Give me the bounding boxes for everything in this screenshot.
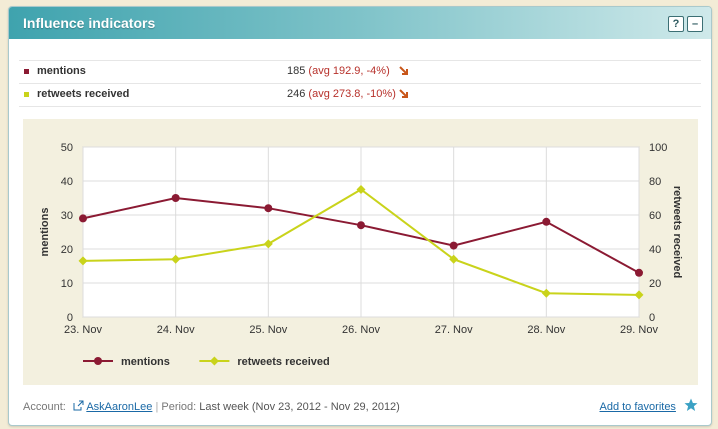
x-tick-label: 27. Nov xyxy=(435,324,473,336)
y-right-tick-label: 60 xyxy=(649,210,661,222)
x-tick-label: 23. Nov xyxy=(64,324,102,336)
data-point[interactable] xyxy=(635,268,643,277)
x-tick-label: 28. Nov xyxy=(527,324,565,336)
y-right-tick-label: 80 xyxy=(649,176,661,188)
add-to-favorites-link[interactable]: Add to favorites xyxy=(599,401,676,413)
metric-row-mentions: mentions 185 (avg 192.9, -4%) xyxy=(19,60,701,84)
metrics-list: mentions 185 (avg 192.9, -4%) retweets r… xyxy=(19,60,701,107)
x-tick-label: 24. Nov xyxy=(157,324,195,336)
data-point[interactable] xyxy=(634,290,644,300)
legend-label: mentions xyxy=(121,356,170,368)
data-point[interactable] xyxy=(449,254,459,264)
favorites-control: Add to favorites xyxy=(600,398,699,413)
legend-item-retweets[interactable]: retweets received xyxy=(199,356,330,368)
influence-widget: Influence indicators ? – mentions 185 (a… xyxy=(8,6,712,426)
data-point[interactable] xyxy=(171,254,181,264)
metric-name: mentions xyxy=(37,65,86,77)
legend-label: retweets received xyxy=(237,356,329,368)
y-right-tick-label: 100 xyxy=(649,142,667,154)
y-left-tick-label: 40 xyxy=(61,176,73,188)
legend-square-icon xyxy=(24,69,29,74)
data-point[interactable] xyxy=(79,214,87,223)
chart-area: 0 10 20 30 40 50 0 20 40 60 80 100 23. Nov 24. Nov 2… xyxy=(23,119,698,385)
legend-marker xyxy=(209,356,219,366)
y-left-tick-label: 50 xyxy=(61,142,73,154)
minimize-icon[interactable]: – xyxy=(687,16,703,32)
account-link[interactable]: AskAaronLee xyxy=(86,401,153,413)
external-link-icon xyxy=(73,400,84,411)
y-right-tick-label: 20 xyxy=(649,278,661,290)
metric-row-retweets: retweets received 246 (avg 273.8, -10%) xyxy=(19,84,701,107)
legend-marker xyxy=(94,357,102,365)
y-axis-left-label: mentions xyxy=(39,208,51,257)
account-label: Account: xyxy=(23,401,66,413)
metric-name: retweets received xyxy=(37,88,130,100)
y-left-tick-label: 20 xyxy=(61,244,73,256)
data-point[interactable] xyxy=(356,185,366,194)
y-axis-right-label: retweets received xyxy=(671,186,683,278)
y-left-tick-label: 10 xyxy=(61,278,73,290)
legend-square-icon xyxy=(24,92,29,97)
data-point[interactable] xyxy=(78,256,88,266)
widget-footer: Account: AskAaronLee | Period: Last week… xyxy=(23,398,699,413)
widget-header: Influence indicators ? – xyxy=(9,7,711,39)
data-point[interactable] xyxy=(449,241,458,250)
period-label: Period: xyxy=(161,401,197,413)
y-right-tick-label: 40 xyxy=(649,244,661,256)
period-value: Last week (Nov 23, 2012 - Nov 29, 2012) xyxy=(199,401,400,413)
star-icon[interactable] xyxy=(684,398,698,412)
data-point[interactable] xyxy=(263,239,273,249)
trend-down-icon xyxy=(399,89,408,98)
data-point[interactable] xyxy=(542,217,551,226)
y-left-tick-label: 30 xyxy=(61,210,73,222)
metric-avg: (avg 192.9, -4%) xyxy=(308,65,390,77)
help-icon[interactable]: ? xyxy=(668,16,684,32)
metric-value: 246 (avg 273.8, -10%) xyxy=(287,88,396,100)
metric-value: 185 (avg 192.9, -4%) xyxy=(287,65,390,77)
x-tick-label: 26. Nov xyxy=(342,324,380,336)
x-tick-label: 25. Nov xyxy=(249,324,287,336)
x-tick-label: 29. Nov xyxy=(620,324,658,336)
line-chart: 0 10 20 30 40 50 0 20 40 60 80 100 23. Nov 24. Nov 2… xyxy=(39,142,683,368)
legend-item-mentions[interactable]: mentions xyxy=(83,356,170,368)
data-point[interactable] xyxy=(171,194,180,202)
trend-down-icon xyxy=(399,66,408,75)
metric-avg: (avg 273.8, -10%) xyxy=(308,88,396,100)
y-left-tick-label: 0 xyxy=(67,312,73,324)
y-right-tick-label: 0 xyxy=(649,312,655,324)
data-point[interactable] xyxy=(264,204,273,213)
data-point[interactable] xyxy=(541,288,551,298)
data-point[interactable] xyxy=(357,221,365,230)
widget-title: Influence indicators xyxy=(23,15,156,31)
